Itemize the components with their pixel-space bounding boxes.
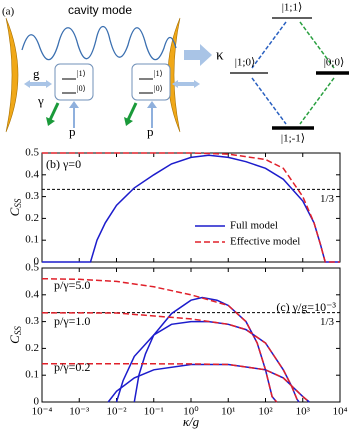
- data-line: [41, 277, 278, 403]
- g-label: g: [33, 66, 40, 81]
- state-label: |1;0⟩: [235, 57, 256, 69]
- pump-arrow: [69, 101, 79, 128]
- state-label: |1;-1⟩: [281, 133, 305, 145]
- y-tick-label: 0.1: [25, 234, 39, 246]
- pump-arrow: [147, 101, 157, 128]
- y-tick-label: 0.1: [25, 369, 39, 381]
- left-mirror: [5, 17, 19, 133]
- level-label: |1⟩: [77, 69, 86, 78]
- y-label-sub: SS: [13, 326, 23, 336]
- g-arrow: [172, 80, 200, 88]
- level-label: |1⟩: [154, 69, 163, 78]
- pump-label: p: [147, 124, 154, 139]
- x-tick-label: 10⁻⁴: [32, 406, 53, 418]
- data-line: [41, 312, 300, 403]
- transition-arrow: [251, 77, 287, 125]
- y-axis-label: CSS: [7, 198, 23, 216]
- y-tick-label: 0.4: [25, 168, 39, 180]
- y-label-main: C: [7, 207, 22, 216]
- annotation: p/γ=0.2: [54, 360, 90, 374]
- state-label: |1;1⟩: [282, 2, 303, 14]
- x-axis-label: κ/g: [183, 414, 200, 429]
- x-tick-label: 10⁻²: [106, 406, 127, 418]
- pump-label: p: [69, 124, 76, 139]
- transition-arrow: [299, 21, 335, 69]
- x-tick-label: 10⁴: [333, 406, 348, 418]
- mode-label: cavity mode: [68, 3, 132, 17]
- legend-label: Full model: [230, 220, 278, 232]
- x-tick-label: 10²: [258, 406, 273, 418]
- transition-arrow: [251, 21, 287, 69]
- x-tick-label: 10⁻¹: [144, 406, 164, 418]
- data-line: [42, 362, 310, 403]
- level-diagram: [230, 17, 349, 130]
- state-label: |0;0⟩: [324, 57, 345, 69]
- legend-label: Effective model: [230, 236, 300, 248]
- panel-label: (a): [2, 6, 15, 18]
- gamma-label: γ: [37, 93, 44, 108]
- decay-arrow: [126, 102, 138, 121]
- data-line: [133, 296, 278, 403]
- level-label: |0⟩: [154, 84, 163, 93]
- kappa-arrow: [184, 44, 212, 66]
- decay-arrowhead: [124, 117, 133, 126]
- atom-box: [131, 63, 171, 101]
- x-tick-label: 10⁰: [183, 406, 199, 418]
- data-line: [107, 363, 310, 403]
- g-arrow: [24, 80, 52, 88]
- y-label-main: C: [7, 335, 22, 344]
- x-tick-label: 10⁻³: [69, 406, 90, 418]
- data-line: [115, 320, 300, 403]
- x-tick-label: 10¹: [221, 406, 235, 418]
- y-tick-label: 0.3: [25, 190, 39, 202]
- cavity-schematic: [5, 17, 212, 133]
- y-tick-label: 0.2: [25, 342, 39, 354]
- kappa-label: κ: [216, 47, 224, 63]
- transition-arrow: [299, 77, 335, 125]
- annotation: p/γ=5.0: [54, 278, 90, 292]
- annotation: p/γ=1.0: [54, 314, 90, 328]
- y-tick-label: 0.2: [25, 212, 39, 224]
- reference-label: 1/3: [320, 193, 335, 205]
- y-tick-label: 0.5: [25, 147, 39, 159]
- x-tick-label: 10³: [296, 406, 311, 418]
- decay-arrow: [48, 102, 60, 121]
- cavity-wave: [21, 25, 177, 61]
- decay-arrowhead: [46, 117, 55, 126]
- level-label: |0⟩: [77, 84, 86, 93]
- right-mirror: [167, 17, 181, 133]
- reference-label: 1/3: [320, 316, 335, 328]
- atom-box: [54, 63, 94, 101]
- y-label-sub: SS: [13, 198, 23, 208]
- y-axis-label: CSS: [7, 326, 23, 344]
- y-tick-label: 0.5: [25, 262, 39, 274]
- y-tick-label: 0: [34, 256, 40, 268]
- data-line: [42, 152, 340, 263]
- annotation: (c) γ/g=10⁻³: [276, 300, 336, 314]
- annotation: (b) γ=0: [46, 157, 81, 171]
- y-tick-label: 0: [34, 396, 40, 408]
- y-tick-label: 0.3: [25, 315, 39, 327]
- y-tick-label: 0.4: [25, 288, 39, 300]
